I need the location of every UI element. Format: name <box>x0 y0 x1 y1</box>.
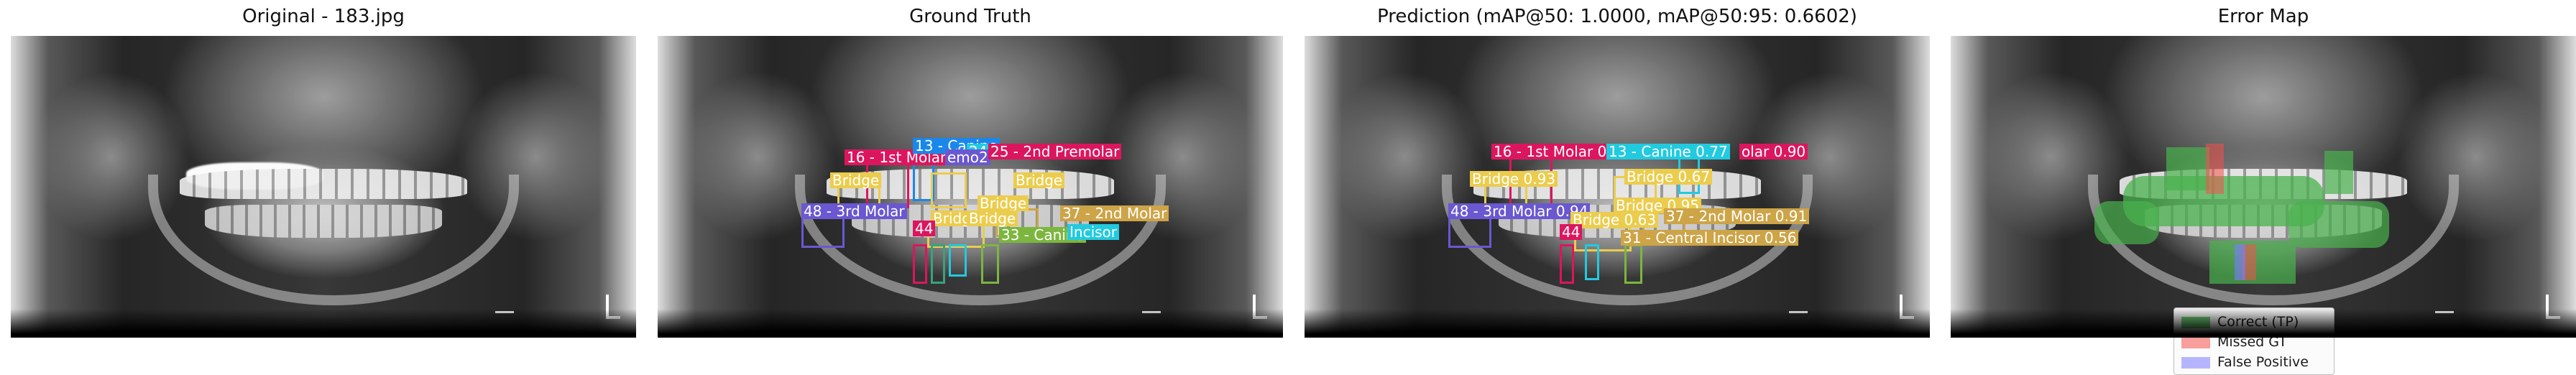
legend-label: Correct (TP) <box>2217 314 2299 330</box>
panel-error-map: Error Map Correct (TP) Missed GT F <box>1951 0 2576 375</box>
tp-region <box>2324 151 2353 194</box>
bbox <box>931 244 945 284</box>
missed-region <box>2242 244 2256 280</box>
panel-original: Original - 183.jpg <box>11 0 636 354</box>
legend-label: Missed GT <box>2217 334 2287 350</box>
panel-title: Error Map <box>2217 6 2309 27</box>
bbox-label: 31 - Central Incisor 0.56 <box>1621 230 1799 246</box>
panel-title: Original - 183.jpg <box>242 6 405 27</box>
bbox-label: Bridge <box>1013 172 1065 188</box>
xray-image: 16 - 1st Molar 13 - Canine 24 emo2 25 - … <box>658 36 1283 338</box>
xray-image <box>11 36 636 338</box>
legend-swatch <box>2181 337 2210 348</box>
bbox-label: 48 - 3rd Molar 0.94 <box>1448 203 1591 219</box>
bbox-label: 44 <box>913 221 936 236</box>
missed-region <box>2206 144 2224 194</box>
tp-region <box>2094 201 2159 244</box>
bbox <box>1560 244 1574 284</box>
legend-swatch <box>2181 357 2210 369</box>
scale-mark <box>495 311 514 313</box>
bbox-label: Bridge <box>978 195 1029 211</box>
bbox-label: 13 - Canine 0.77 <box>1606 144 1730 159</box>
scale-mark <box>1789 311 1808 313</box>
tp-region <box>2166 147 2209 190</box>
orientation-mark <box>1253 295 1267 319</box>
tp-region <box>2288 201 2389 248</box>
bbox-label: Bridge 0.67 <box>1624 169 1713 185</box>
bbox <box>949 244 967 277</box>
bbox-label: 25 - 2nd Premolar <box>988 144 1122 159</box>
orientation-mark <box>606 295 620 319</box>
xray-image: 16 - 1st Molar 0.77 13 - Canine 0.77 ola… <box>1305 36 1930 338</box>
bbox-label: Incisor <box>1067 224 1120 240</box>
upper-teeth <box>179 168 468 199</box>
bbox-label: Bridge 0.93 <box>1470 171 1558 187</box>
bbox-label: 37 - 2nd Molar <box>1060 205 1169 221</box>
panel-ground-truth: Ground Truth 16 - 1st Molar 13 - Canine … <box>658 0 1283 354</box>
bbox-label: Bridge <box>967 210 1018 226</box>
bbox-label: 16 - 1st Molar 0.77 <box>1491 144 1632 159</box>
bbox-label: 37 - 2nd Molar 0.91 <box>1664 208 1810 224</box>
panel-title: Prediction (mAP@50: 1.0000, mAP@50:95: 0… <box>1377 6 1857 27</box>
scale-mark <box>2435 311 2454 313</box>
bbox-label: 44 <box>1560 224 1583 240</box>
panel-title: Ground Truth <box>909 6 1031 27</box>
bbox <box>1448 216 1491 248</box>
scale-mark <box>1142 311 1161 313</box>
xray-image: Correct (TP) Missed GT False Positive <box>1951 36 2576 375</box>
bbox <box>801 216 845 248</box>
bbox <box>981 244 999 284</box>
bbox <box>1585 244 1599 280</box>
bbox-label: Bridge <box>830 172 882 188</box>
bbox <box>1624 244 1642 284</box>
bbox-label: 48 - 3rd Molar <box>801 203 907 219</box>
orientation-mark <box>2546 295 2560 319</box>
lower-teeth <box>204 205 443 239</box>
panel-prediction: Prediction (mAP@50: 1.0000, mAP@50:95: 0… <box>1305 0 1930 354</box>
legend: Correct (TP) Missed GT False Positive <box>2174 307 2334 375</box>
bbox <box>931 172 967 208</box>
legend-label: False Positive <box>2217 354 2309 370</box>
bbox-label: 33 - Canine <box>999 227 1086 243</box>
bbox-label: emo2 <box>945 149 990 165</box>
bbox-label: Bridge 0.63 <box>1570 212 1659 228</box>
bbox <box>913 244 927 284</box>
bbox-label: olar 0.90 <box>1739 144 1808 159</box>
orientation-mark <box>1900 295 1914 319</box>
fp-region <box>2235 244 2245 280</box>
legend-swatch <box>2181 317 2210 328</box>
